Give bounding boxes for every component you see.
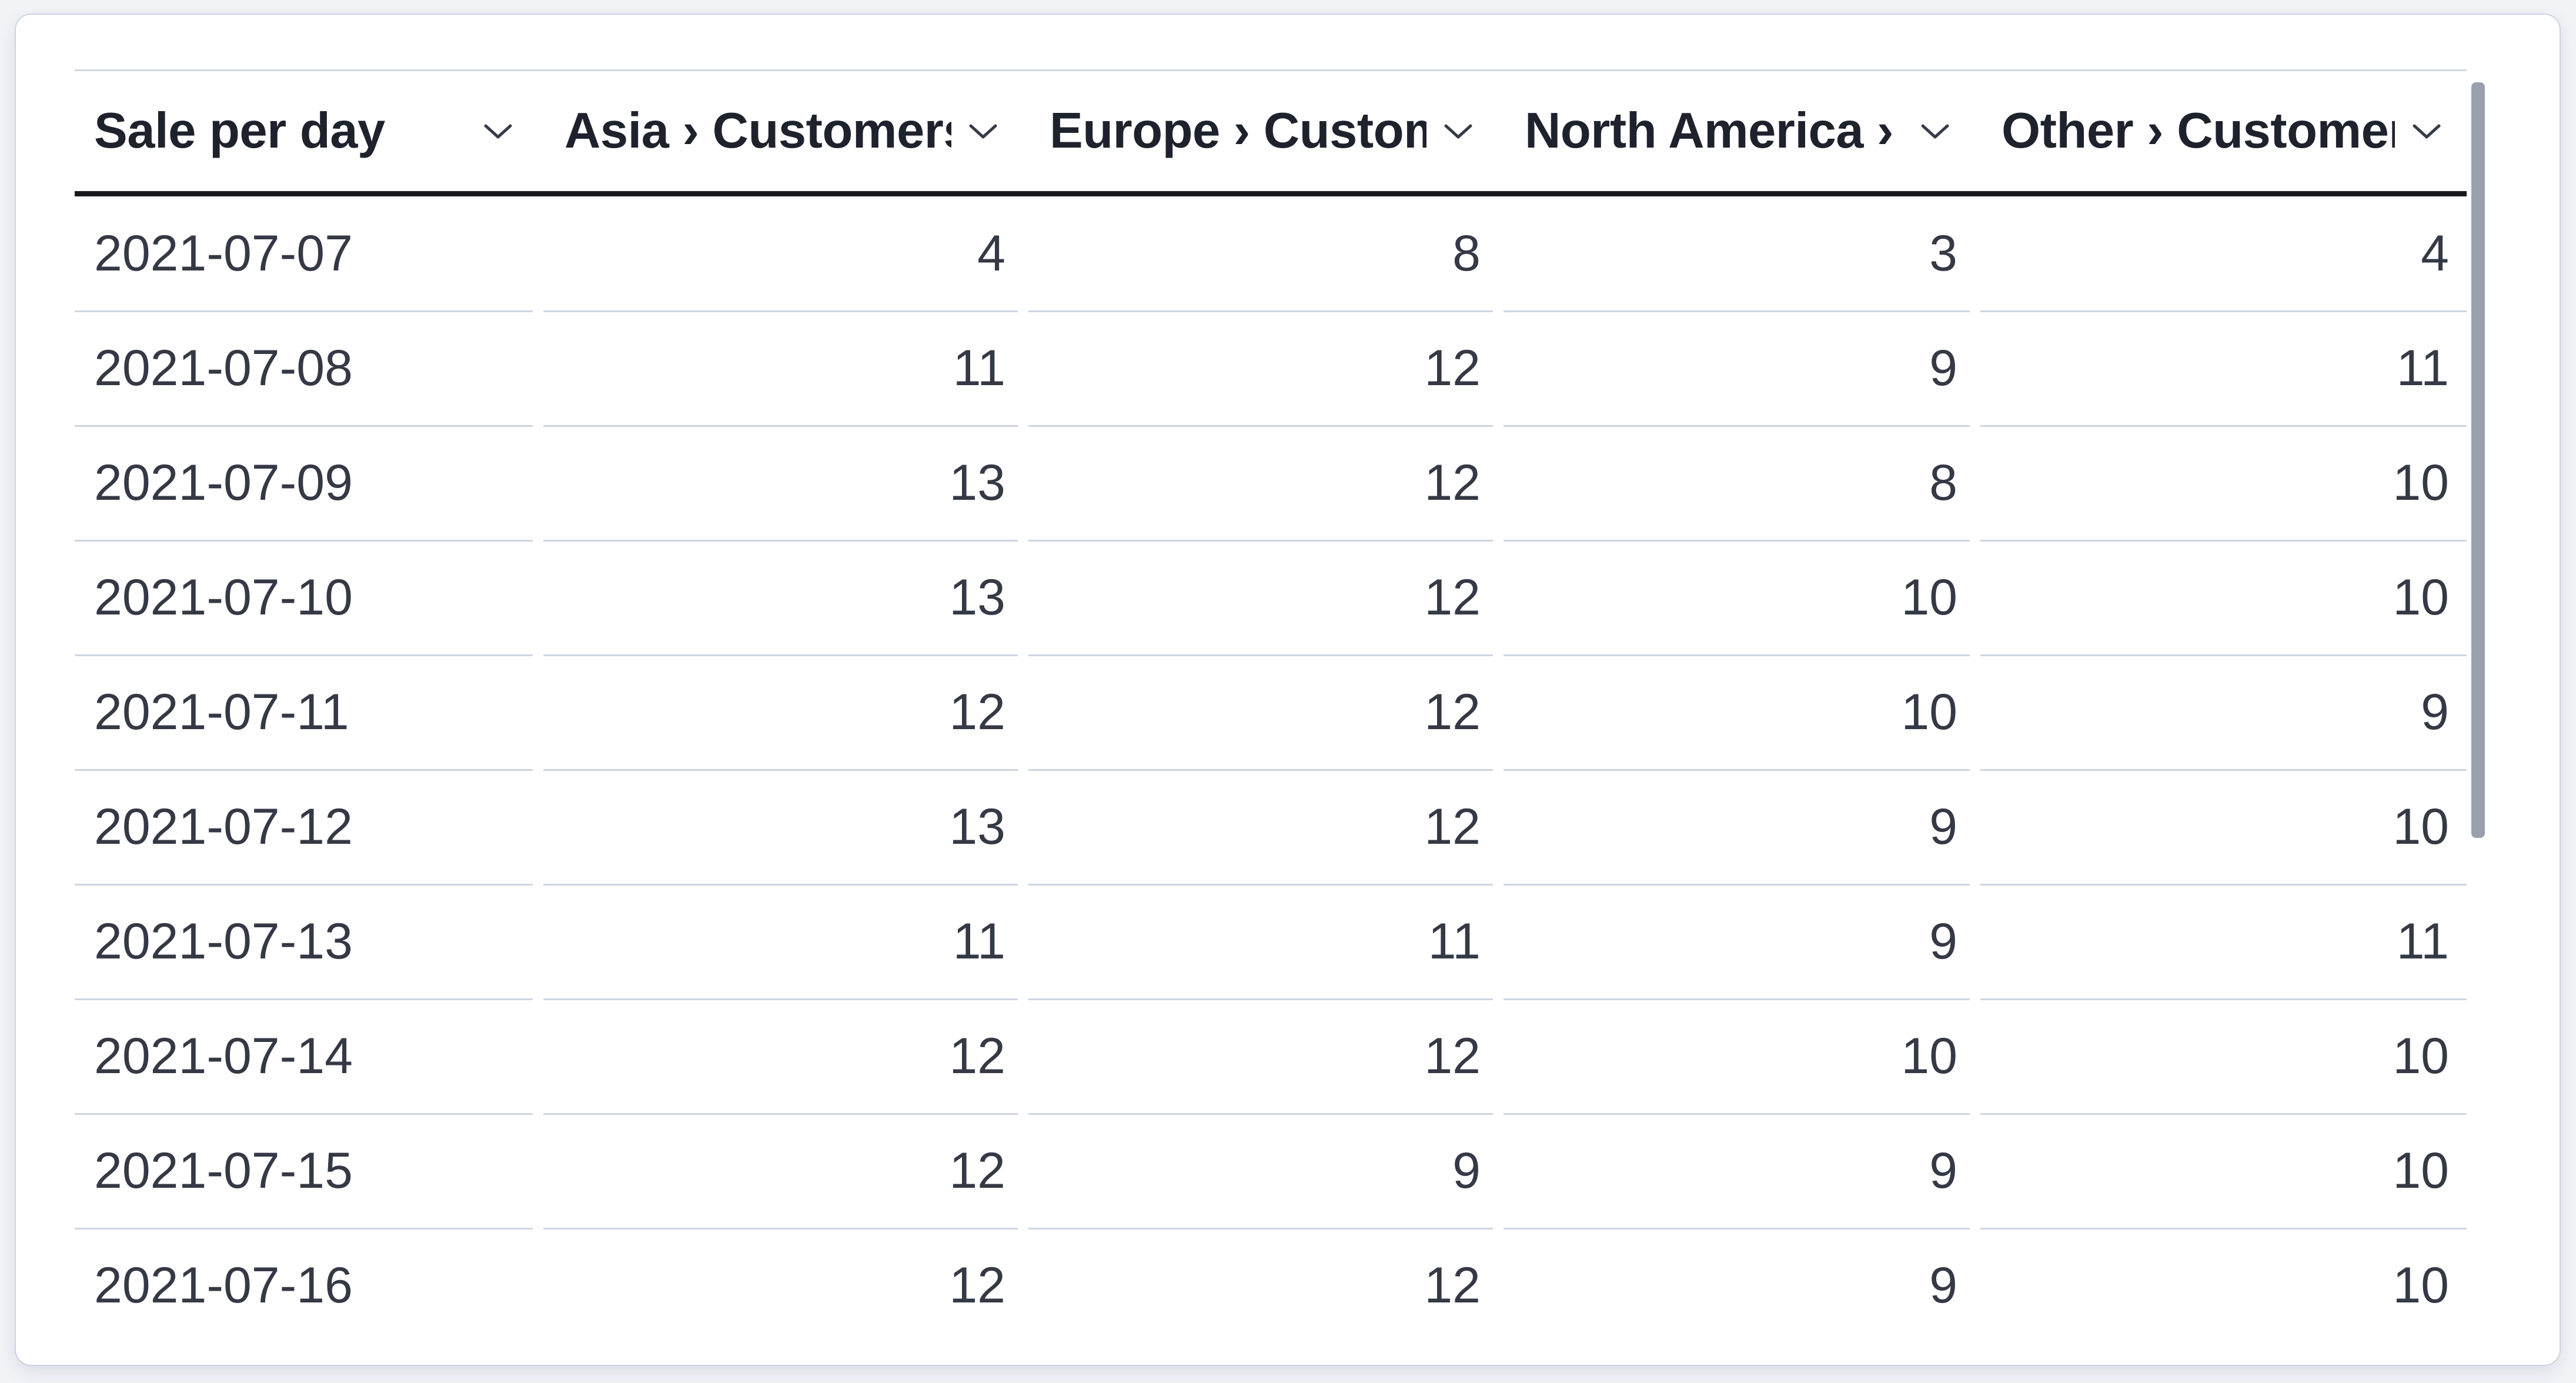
row-value-cell: 9: [1498, 311, 1975, 427]
table-card: Sale per day Asia › Customers Europe › Cus…: [15, 14, 2561, 1366]
row-value-cell: 12: [1023, 655, 1498, 771]
column-header-north-america-customers[interactable]: North America › Customers: [1498, 71, 1975, 191]
row-value-cell: 13: [538, 426, 1023, 542]
row-value-cell: 9: [1498, 1114, 1975, 1230]
row-date-cell: 2021-07-09: [75, 426, 538, 542]
table-row: 2021-07-09 13 12 8 10: [75, 426, 2467, 542]
row-value-cell: 12: [538, 999, 1023, 1115]
row-value-cell: 11: [1975, 884, 2467, 1000]
row-value-cell: 11: [1023, 884, 1498, 1000]
row-value-cell: 11: [538, 311, 1023, 427]
column-header-label: Other › Customers: [2002, 103, 2395, 159]
row-value-cell: 10: [1975, 1114, 2467, 1230]
table-row: 2021-07-13 11 11 9 11: [75, 884, 2467, 1000]
row-value-cell: 12: [538, 1114, 1023, 1230]
chevron-down-icon[interactable]: [968, 122, 998, 140]
data-table: Sale per day Asia › Customers Europe › Cus…: [75, 69, 2467, 1343]
row-value-cell: 9: [1023, 1114, 1498, 1230]
row-value-cell: 13: [538, 540, 1023, 656]
column-header-label: North America › Customers: [1525, 103, 1903, 159]
row-value-cell: 12: [1424, 1257, 1481, 1314]
row-value-cell: 8: [1023, 196, 1498, 312]
column-header-europe-customers[interactable]: Europe › Customers: [1023, 71, 1498, 191]
column-header-label: Sale per day: [94, 103, 385, 159]
column-header-label: Europe › Customers: [1050, 103, 1426, 159]
row-date-cell: 2021-07-07: [75, 196, 538, 312]
vertical-scrollbar-thumb[interactable]: [2471, 82, 2485, 838]
row-date-cell: 2021-07-13: [75, 884, 538, 1000]
row-value-cell: 13: [538, 770, 1023, 886]
table-body: 2021-07-07 4 8 3 4 2021-07-08 11 12 9 11 2021-07-0…: [75, 196, 2467, 1343]
row-value-cell: 10: [1975, 540, 2467, 656]
row-value-cell: 12: [1023, 540, 1498, 656]
row-value-cell: 4: [1975, 196, 2467, 312]
table-header-row: Sale per day Asia › Customers Europe › Cus…: [75, 69, 2467, 196]
row-value-cell: 12: [949, 1257, 1005, 1314]
column-header-label: Asia › Customers: [564, 103, 951, 159]
row-value-cell: 12: [1023, 999, 1498, 1115]
row-value-cell: 10: [1498, 999, 1975, 1115]
row-date-cell: 2021-07-08: [75, 311, 538, 427]
chevron-down-icon[interactable]: [483, 122, 513, 140]
row-value-cell: 3: [1498, 196, 1975, 312]
row-value-cell: 9: [1498, 884, 1975, 1000]
column-header-sale-per-day[interactable]: Sale per day: [75, 71, 538, 191]
row-value-cell: 10: [1498, 655, 1975, 771]
chevron-down-icon[interactable]: [2411, 122, 2442, 140]
row-value-cell: 12: [1023, 770, 1498, 886]
table-row: 2021-07-16 12 12 9 10: [75, 1228, 2467, 1343]
table-row: 2021-07-12 13 12 9 10: [75, 770, 2467, 886]
chevron-down-icon[interactable]: [1443, 122, 1474, 140]
row-date-cell: 2021-07-14: [75, 999, 538, 1115]
column-header-asia-customers[interactable]: Asia › Customers: [538, 71, 1023, 191]
table-row: 2021-07-08 11 12 9 11: [75, 311, 2467, 427]
row-date-cell: 2021-07-11: [75, 655, 538, 771]
row-date-cell: 2021-07-16: [94, 1257, 353, 1314]
table-row: 2021-07-10 13 12 10 10: [75, 540, 2467, 656]
row-date-cell: 2021-07-10: [75, 540, 538, 656]
row-value-cell: 10: [1498, 540, 1975, 656]
row-value-cell: 10: [2393, 1257, 2449, 1314]
row-value-cell: 10: [1975, 999, 2467, 1115]
row-value-cell: 10: [1975, 426, 2467, 542]
table-row: 2021-07-11 12 12 10 9: [75, 655, 2467, 771]
row-value-cell: 4: [538, 196, 1023, 312]
row-value-cell: 12: [1023, 426, 1498, 542]
row-date-cell: 2021-07-12: [75, 770, 538, 886]
row-value-cell: 9: [1929, 1257, 1957, 1314]
row-value-cell: 8: [1498, 426, 1975, 542]
table-row: 2021-07-07 4 8 3 4: [75, 196, 2467, 312]
row-value-cell: 12: [538, 655, 1023, 771]
row-value-cell: 12: [1023, 311, 1498, 427]
row-value-cell: 11: [538, 884, 1023, 1000]
row-value-cell: 10: [1975, 770, 2467, 886]
table-row: 2021-07-14 12 12 10 10: [75, 999, 2467, 1115]
row-value-cell: 9: [1975, 655, 2467, 771]
row-date-cell: 2021-07-15: [75, 1114, 538, 1230]
table-row: 2021-07-15 12 9 9 10: [75, 1114, 2467, 1230]
column-header-other-customers[interactable]: Other › Customers: [1975, 71, 2467, 191]
chevron-down-icon[interactable]: [1920, 122, 1950, 140]
row-value-cell: 9: [1498, 770, 1975, 886]
row-value-cell: 11: [1975, 311, 2467, 427]
